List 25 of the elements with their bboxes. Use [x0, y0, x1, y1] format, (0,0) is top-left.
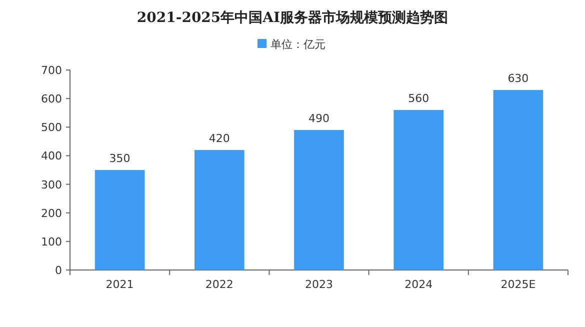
y-tick-label: 0 [55, 264, 62, 277]
x-tick-label: 2023 [305, 278, 333, 291]
y-tick-label: 500 [41, 121, 62, 134]
y-tick-label: 700 [41, 64, 62, 77]
data-label: 560 [408, 92, 430, 105]
bar [493, 90, 544, 270]
bar [294, 130, 344, 270]
bar [194, 150, 244, 270]
data-label: 630 [508, 72, 529, 85]
x-tick-label: 2021 [106, 278, 134, 291]
y-tick-label: 400 [41, 150, 62, 163]
x-tick-label: 2022 [205, 278, 234, 291]
y-tick-label: 200 [41, 206, 62, 220]
bar [94, 170, 145, 270]
legend-label: 单位：亿元 [270, 38, 326, 51]
bar [394, 110, 444, 270]
y-tick-label: 100 [41, 235, 62, 248]
data-label: 490 [308, 112, 330, 125]
x-tick-label: 2025E [500, 278, 536, 291]
data-label: 350 [109, 152, 130, 165]
y-tick-label: 600 [41, 92, 62, 106]
data-label: 420 [208, 132, 230, 145]
chart-title: 2021-2025年中国AI服务器市场规模预测趋势图 [136, 9, 448, 26]
y-tick-label: 300 [41, 178, 62, 192]
x-tick-label: 2024 [404, 278, 433, 291]
